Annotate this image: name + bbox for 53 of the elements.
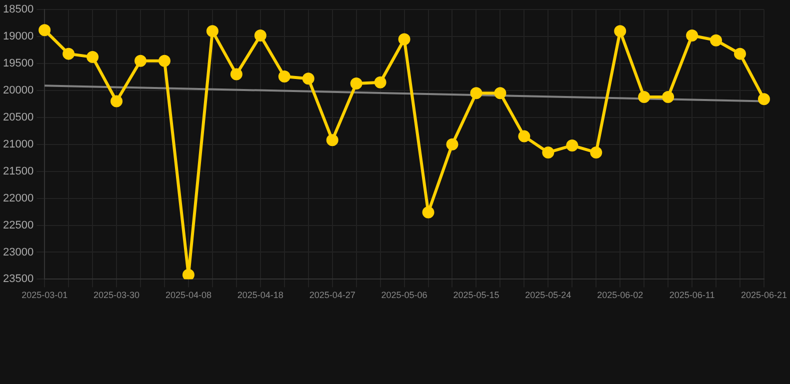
y-tick-label: 22500: [2, 219, 34, 232]
x-tick-label: 2025-06-02: [597, 290, 644, 300]
point: [398, 33, 410, 46]
point: [614, 25, 626, 38]
point: [254, 29, 266, 42]
point: [662, 90, 674, 103]
x-tick-label: 2025-06-11: [669, 290, 715, 300]
point: [590, 146, 602, 158]
x-tick-label: 2025-05-15: [453, 290, 500, 300]
point: [710, 34, 722, 46]
point: [446, 138, 458, 150]
point: [566, 139, 578, 152]
x-tick-label: 2025-05-06: [381, 290, 428, 300]
point: [542, 146, 554, 158]
point: [38, 24, 51, 36]
point: [110, 95, 123, 108]
point: [302, 72, 314, 85]
x-tick-label: 2025-04-18: [237, 290, 284, 300]
point: [206, 25, 218, 38]
point: [326, 134, 338, 146]
point: [518, 130, 530, 142]
point: [422, 206, 434, 218]
y-tick-label: 20500: [2, 111, 34, 124]
y-tick-label: 20000: [2, 84, 34, 97]
point: [350, 77, 362, 90]
point: [158, 54, 170, 67]
x-tick-label: 2025-04-27: [309, 290, 356, 300]
y-tick-label: 22000: [2, 192, 34, 204]
point: [734, 48, 746, 60]
point: [470, 87, 482, 100]
point: [134, 54, 147, 67]
y-tick-label: 23000: [2, 246, 34, 258]
point: [686, 29, 698, 42]
point: [86, 51, 99, 64]
point: [62, 48, 75, 60]
y-tick-label: 21500: [2, 165, 34, 178]
point: [638, 90, 650, 103]
x-tick-label: 2025-03-01: [22, 290, 68, 300]
point: [182, 268, 194, 280]
y-tick-label: 23500: [2, 273, 34, 286]
point: [230, 68, 242, 80]
x-tick-label: 2025-06-21: [740, 290, 788, 300]
y-tick-label: 18500: [2, 4, 34, 16]
y-tick-label: 19500: [2, 58, 34, 70]
x-tick-label: 2025-04-08: [165, 290, 212, 300]
point: [494, 87, 506, 100]
x-tick-label: 2025-05-24: [525, 290, 572, 300]
point: [758, 93, 770, 106]
point: [278, 70, 290, 82]
y-tick-label: 19000: [2, 30, 34, 43]
point: [374, 76, 386, 88]
x-tick-label: 2025-03-30: [94, 290, 140, 300]
y-tick-label: 21000: [2, 138, 34, 150]
